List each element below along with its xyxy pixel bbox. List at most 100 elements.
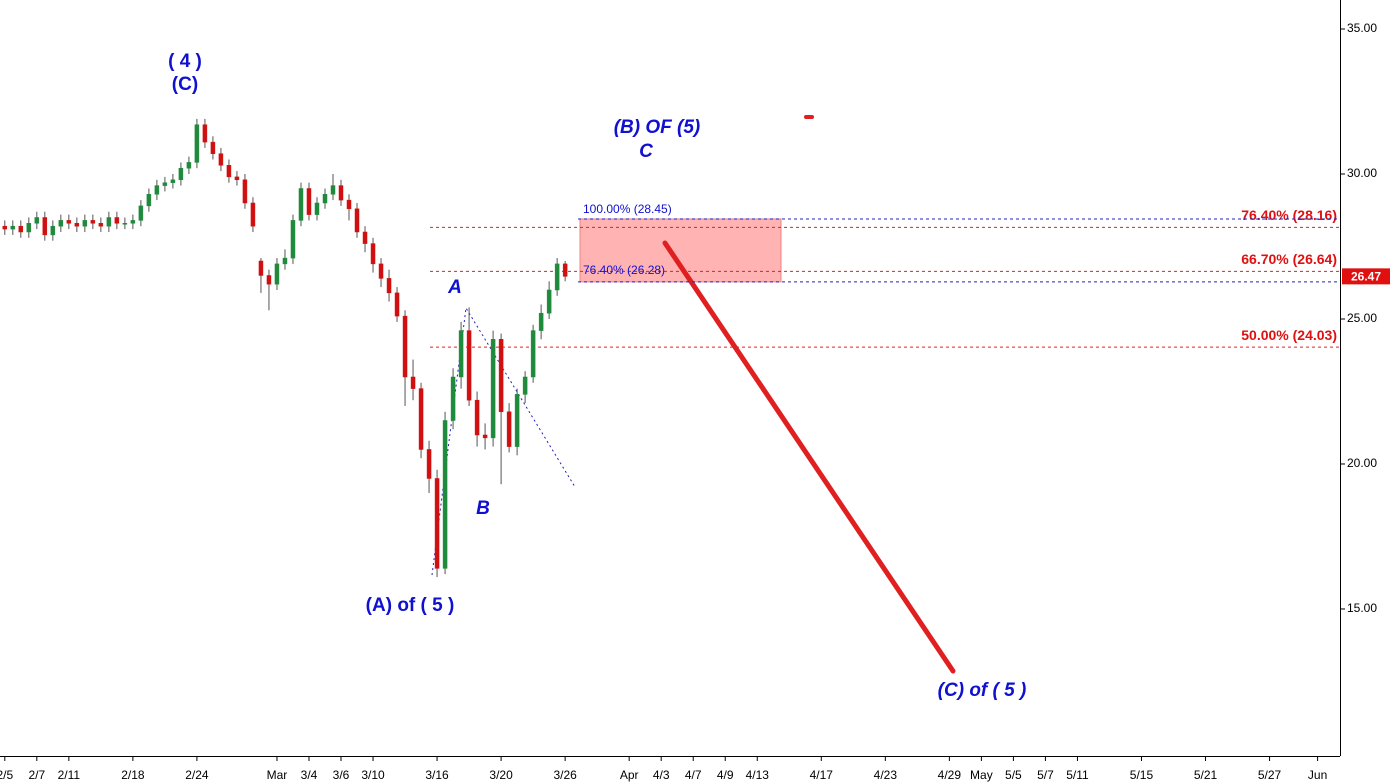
candle-body (346, 199, 352, 210)
x-tick-label: May (970, 768, 993, 782)
wave-label: ( 4 ) (168, 51, 202, 72)
x-tick-label: Apr (620, 768, 639, 782)
x-tick-label: Mar (267, 768, 288, 782)
x-tick-label: 4/29 (938, 768, 962, 782)
candle-body (34, 217, 40, 224)
candle-body (338, 185, 344, 201)
candle-body (418, 388, 424, 450)
x-tick-label: 3/4 (301, 768, 318, 782)
x-tick-label: 5/11 (1066, 768, 1089, 782)
x-tick-label: 5/27 (1258, 768, 1282, 782)
x-tick-label: 3/16 (425, 768, 449, 782)
candle-body (402, 315, 408, 378)
candle-body (386, 278, 392, 294)
x-tick-label: 4/9 (717, 768, 734, 782)
x-tick-label: 2/11 (58, 768, 81, 782)
candle-body (218, 153, 224, 166)
fib-label: 50.00% (24.03) (1241, 327, 1337, 343)
y-tick-label: 30.00 (1347, 166, 1377, 180)
x-tick-label: 4/7 (685, 768, 702, 782)
candle-body (554, 263, 560, 291)
price-tag-label: 26.47 (1351, 270, 1381, 284)
candle-body (266, 275, 272, 285)
wave-label: (B) OF (5) (614, 117, 701, 138)
projection-line (662, 240, 956, 674)
candle-body (154, 185, 160, 195)
candle-body (66, 220, 72, 224)
candle-body (330, 185, 336, 195)
candle-body (98, 223, 104, 227)
candle-body (202, 124, 208, 143)
fib-label: 100.00% (28.45) (583, 202, 672, 216)
candle-body (410, 376, 416, 389)
candle-body (170, 179, 176, 183)
candle-body (362, 231, 368, 244)
candle-body (234, 176, 240, 181)
x-tick-label: 4/17 (810, 768, 834, 782)
candle-body (282, 257, 288, 265)
candle-body (370, 243, 376, 265)
target-zone (579, 218, 782, 283)
wave-label: B (476, 498, 490, 519)
candle-body (10, 225, 16, 230)
candle-body (442, 420, 448, 569)
candle-body (90, 220, 96, 224)
candle-body (458, 330, 464, 378)
candle-body (2, 225, 8, 230)
wave-label: (A) of ( 5 ) (366, 595, 455, 616)
trend-line (431, 306, 576, 576)
candle-body (82, 220, 88, 227)
y-tick-label: 20.00 (1347, 456, 1377, 470)
x-tick-label: 4/3 (653, 768, 670, 782)
y-tick-label: 15.00 (1347, 601, 1377, 615)
candle-body (562, 263, 568, 277)
x-tick-label: 2/5 (0, 768, 13, 782)
candle-body (138, 205, 144, 221)
candle-body (130, 220, 136, 224)
candle-body (178, 167, 184, 181)
candle-body (378, 263, 384, 279)
candle-body (18, 225, 24, 233)
candle-body (58, 220, 64, 227)
candle-body (298, 188, 304, 221)
candle-body (226, 165, 232, 178)
candle-body (514, 394, 520, 447)
candle-body (306, 188, 312, 215)
wave-label: C (639, 141, 653, 162)
candle-body (482, 434, 488, 439)
y-tick-label: 35.00 (1347, 21, 1377, 35)
candle-body (530, 330, 536, 378)
candle-body (242, 179, 248, 204)
x-tick-label: 3/20 (489, 768, 513, 782)
x-tick-label: 5/15 (1130, 768, 1154, 782)
x-tick-label: 2/7 (28, 768, 45, 782)
fib-label: 66.70% (26.64) (1241, 251, 1337, 267)
x-tick-label: 2/18 (121, 768, 145, 782)
candle-body (146, 194, 152, 207)
candle-body (250, 202, 256, 227)
candle-body (434, 478, 440, 569)
x-tick-label: 2/24 (185, 768, 209, 782)
candle-body (50, 225, 56, 236)
x-tick-label: 5/5 (1005, 768, 1022, 782)
candle-body (258, 260, 264, 276)
candle-body (522, 376, 528, 395)
candle-body (466, 330, 472, 401)
candle-body (354, 208, 360, 233)
candle-body (450, 376, 456, 421)
wave-label: A (447, 277, 462, 298)
candle-body (122, 223, 128, 225)
background (579, 218, 782, 283)
candle-body (498, 339, 504, 413)
candle-body (42, 217, 48, 236)
candle-body (114, 217, 120, 224)
candle-body (106, 217, 112, 227)
candle-body (210, 141, 216, 154)
x-tick-label: 3/26 (553, 768, 577, 782)
candle-body (474, 399, 480, 436)
x-tick-label: 4/23 (874, 768, 898, 782)
candle-body (74, 223, 80, 227)
candle-body (394, 292, 400, 317)
candle-body (26, 223, 32, 233)
